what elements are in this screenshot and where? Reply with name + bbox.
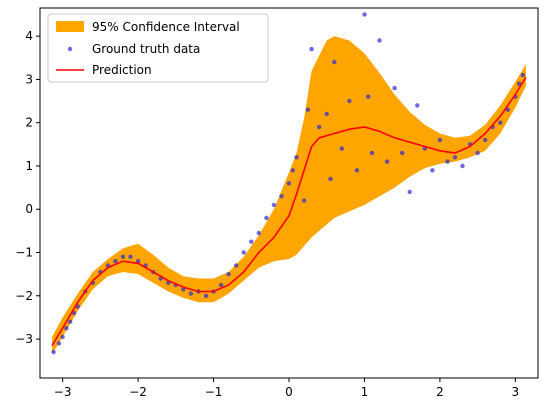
- data-point: [226, 271, 231, 277]
- data-point: [445, 159, 450, 164]
- data-point: [392, 85, 397, 91]
- data-point: [407, 189, 412, 195]
- data-point: [113, 259, 118, 264]
- x-axis: −3 −2 −1 0 1 2 3: [54, 378, 519, 399]
- legend: 95% Confidence Interval Ground truth dat…: [47, 13, 269, 83]
- data-point: [505, 107, 510, 112]
- data-point: [498, 120, 503, 125]
- confidence-band-layer: [52, 36, 526, 355]
- data-point: [286, 181, 292, 186]
- data-point: [264, 215, 269, 221]
- data-point: [309, 46, 314, 52]
- data-point: [234, 263, 239, 268]
- legend-swatch-ground-truth: [67, 46, 73, 52]
- data-point: [135, 259, 141, 264]
- y-tick-label: 2: [25, 116, 33, 130]
- data-point: [384, 159, 390, 164]
- y-tick-label: 3: [25, 72, 33, 86]
- data-point: [362, 12, 367, 17]
- data-point: [249, 239, 254, 244]
- data-point: [366, 94, 371, 99]
- data-point: [56, 341, 62, 346]
- data-point: [516, 81, 522, 86]
- x-tick-label: 2: [436, 385, 444, 399]
- y-tick-label: 4: [25, 29, 33, 43]
- data-point: [347, 98, 352, 104]
- data-point: [301, 198, 307, 203]
- data-point: [271, 202, 277, 208]
- data-point: [317, 124, 322, 130]
- data-point: [64, 326, 69, 331]
- data-point: [332, 59, 337, 65]
- y-tick-label: −1: [15, 246, 33, 260]
- data-point: [218, 282, 224, 288]
- x-tick-label: 0: [285, 385, 293, 399]
- data-point: [51, 349, 56, 355]
- y-tick-label: −2: [15, 289, 33, 303]
- data-point: [328, 176, 333, 182]
- data-point: [188, 291, 194, 296]
- x-tick-label: 1: [361, 385, 369, 399]
- legend-box: [47, 13, 269, 83]
- data-point: [475, 150, 480, 156]
- data-point: [354, 168, 360, 173]
- y-axis: −3 −2 −1 0 1 2 3 4: [15, 29, 40, 346]
- data-point: [241, 250, 246, 255]
- data-point: [369, 150, 375, 156]
- prediction-line-layer: [51, 76, 527, 346]
- data-point: [460, 163, 465, 169]
- data-point: [324, 111, 329, 117]
- data-point: [294, 155, 299, 160]
- data-point: [68, 319, 73, 324]
- legend-swatch-confidence-interval: [56, 21, 84, 32]
- x-tick-label: −3: [54, 385, 72, 399]
- legend-label-confidence-interval: 95% Confidence Interval: [92, 20, 240, 34]
- data-point: [437, 137, 443, 143]
- legend-label-ground-truth: Ground truth data: [92, 42, 200, 56]
- data-point: [520, 72, 526, 78]
- data-point: [279, 194, 284, 199]
- x-tick-label: 3: [512, 385, 520, 399]
- data-point: [483, 137, 488, 143]
- y-tick-label: −3: [15, 332, 33, 346]
- y-tick-label: 1: [25, 159, 33, 173]
- y-tick-label: 0: [25, 202, 33, 216]
- prediction-line: [51, 76, 527, 346]
- data-point: [452, 155, 458, 160]
- data-point: [400, 150, 405, 156]
- data-point: [60, 334, 65, 340]
- x-tick-label: −1: [205, 385, 223, 399]
- data-point: [128, 254, 133, 259]
- data-point: [290, 168, 295, 173]
- data-point: [339, 146, 344, 151]
- data-point: [305, 107, 311, 112]
- confidence-band: [52, 36, 526, 355]
- data-point: [256, 230, 261, 236]
- legend-label-prediction: Prediction: [92, 63, 152, 77]
- data-point: [120, 254, 126, 259]
- x-tick-label: −2: [129, 385, 147, 399]
- data-point: [415, 103, 420, 108]
- data-point: [203, 293, 209, 298]
- data-point: [377, 38, 382, 43]
- data-point: [430, 168, 435, 173]
